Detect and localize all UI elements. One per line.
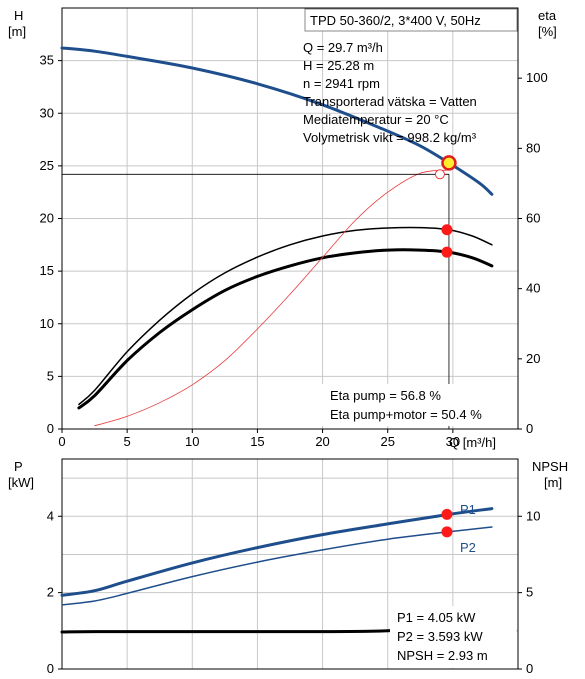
- left-y-tick-label: 35: [40, 53, 54, 68]
- left-y-tick-label: 4: [47, 508, 54, 523]
- info-density: Volymetrisk vikt = 998.2 kg/m³: [303, 130, 477, 145]
- left-y-tick-label: 5: [47, 368, 54, 383]
- right-y-tick-label: 0: [526, 421, 533, 436]
- top-plot-operating-point: [62, 155, 457, 429]
- operating-info: Q = 29.7 m³/h H = 25.28 m n = 2941 rpm T…: [303, 40, 477, 145]
- p2-marker: [441, 526, 453, 538]
- info-npsh: NPSH = 2.93 m: [397, 648, 488, 663]
- bottom-right-axis-unit: [m]: [544, 475, 562, 490]
- right-y-tick-label: 100: [526, 70, 548, 85]
- left-y-tick-label: 20: [40, 211, 54, 226]
- x-tick-label: 25: [380, 434, 394, 449]
- info-liquid: Transporterad vätska = Vatten: [303, 94, 477, 109]
- x-tick-label: 15: [250, 434, 264, 449]
- top-left-axis-unit: [m]: [8, 24, 26, 39]
- chart-title: TPD 50-360/2, 3*400 V, 50Hz: [310, 13, 481, 28]
- bottom-right-axis-name: NPSH: [532, 459, 568, 474]
- info-flow: Q = 29.7 m³/h: [303, 40, 383, 55]
- x-tick-label: 10: [185, 434, 199, 449]
- info-p2: P2 = 3.593 kW: [397, 629, 483, 644]
- right-y-tick-label: 5: [526, 585, 533, 600]
- series-label-p1: P1: [460, 502, 476, 517]
- title-box: [304, 8, 518, 32]
- bottom-left-axis-unit: [kW]: [8, 475, 34, 490]
- duty-point-marker: [441, 155, 457, 171]
- system-curve: [94, 169, 450, 427]
- top-plot-ticks: 0 5 10 15 20 25 30 0 5 10 15 20 25 30 35 0 20 40 60 80 100: [40, 53, 548, 449]
- left-y-tick-label: 10: [40, 316, 54, 331]
- right-y-tick-label: 80: [526, 140, 540, 155]
- left-y-tick-label: 25: [40, 158, 54, 173]
- bottom-plot-operating-points: [441, 508, 453, 538]
- eta-pump-curve: [78, 226, 493, 406]
- right-y-tick-label: 10: [526, 508, 540, 523]
- eta-total-marker: [441, 246, 453, 258]
- top-left-axis-name: H: [14, 8, 23, 23]
- p2-curve: [61, 526, 493, 606]
- system-point-marker: [434, 169, 445, 180]
- power-info-box: [390, 606, 516, 668]
- top-plot-grid: [62, 8, 518, 429]
- left-y-tick-label: 15: [40, 263, 54, 278]
- top-right-axis-unit: [%]: [538, 24, 557, 39]
- left-y-tick-label: 30: [40, 105, 54, 120]
- x-tick-label: 30: [446, 434, 460, 449]
- info-eta-pump: Eta pump = 56.8 %: [330, 388, 441, 403]
- info-eta-total: Eta pump+motor = 50.4 %: [330, 407, 482, 422]
- eta-info-box: [322, 384, 516, 426]
- p1-curve: [60, 507, 494, 597]
- eta-total-curve: [77, 248, 494, 410]
- eta-pump-marker: [441, 224, 453, 236]
- right-y-tick-label: 0: [526, 661, 533, 676]
- info-temperature: Mediatemperatur = 20 °C: [303, 112, 449, 127]
- top-right-axis-name: eta: [538, 8, 557, 23]
- right-y-tick-label: 40: [526, 281, 540, 296]
- right-y-tick-label: 60: [526, 211, 540, 226]
- p1-marker: [441, 508, 453, 520]
- info-p1: P1 = 4.05 kW: [397, 610, 476, 625]
- info-head: H = 25.28 m: [303, 58, 374, 73]
- x-tick-label: 20: [315, 434, 329, 449]
- info-speed: n = 2941 rpm: [303, 76, 380, 91]
- bottom-left-axis-name: P: [14, 459, 23, 474]
- bottom-plot-frame: [61, 458, 519, 670]
- x-tick-label: 5: [124, 434, 131, 449]
- top-x-axis-label: Q [m³/h]: [449, 435, 496, 450]
- left-y-tick-label: 0: [47, 661, 54, 676]
- left-y-tick-label: 0: [47, 421, 54, 436]
- left-y-tick-label: 2: [47, 585, 54, 600]
- x-tick-label: 0: [58, 434, 65, 449]
- right-y-tick-label: 20: [526, 351, 540, 366]
- series-label-p2: P2: [460, 540, 476, 555]
- bottom-plot-ticks: 0 2 4 0 5 10: [47, 508, 541, 676]
